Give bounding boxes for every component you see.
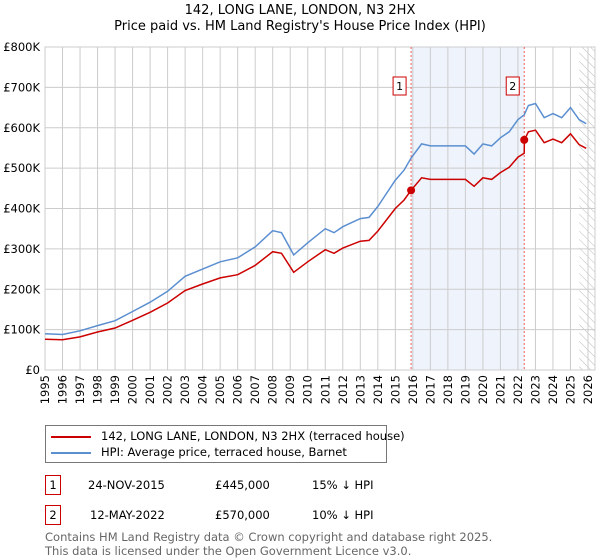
x-tick-label: 2025 [563,375,577,404]
x-tick-label: 2002 [161,375,175,404]
y-tick-label: £200K [3,282,40,296]
legend-label-hpi: HPI: Average price, terraced house, Barn… [101,445,347,459]
legend-swatch-hpi [51,452,91,454]
x-tick-label: 2004 [196,375,210,404]
x-tick-label: 2007 [248,375,262,404]
y-tick-label: £800K [3,40,40,54]
x-tick-label: 1998 [91,375,105,404]
x-tick-label: 2009 [283,375,297,404]
x-tick-label: 2015 [388,375,402,404]
transaction-marker: 2 [45,505,61,525]
x-tick-label: 2014 [371,375,385,404]
transaction-hpi-diff: 15% ↓ HPI [312,478,374,492]
transaction-hpi-diff: 10% ↓ HPI [312,508,374,522]
x-tick-label: 2012 [336,375,350,404]
x-tick-label: 2020 [476,375,490,404]
x-tick-label: 2001 [143,375,157,404]
y-tick-label: £500K [3,161,40,175]
plot-frame [44,46,596,371]
subtitle-line: Price paid vs. HM Land Registry's House … [114,19,486,34]
sale-marker-box [392,76,407,96]
x-tick-label: 2005 [213,375,227,404]
x-tick-label: 2026 [581,375,595,404]
x-tick-label: 2022 [511,375,525,404]
x-tick-label: 2024 [546,375,560,404]
x-tick-label: 1997 [73,375,87,404]
x-tick-label: 2003 [178,375,192,404]
x-tick-label: 2016 [406,375,420,404]
sale-marker-label: 1 [396,80,403,93]
x-tick-label: 2013 [353,375,367,404]
sale-point [520,135,529,144]
legend-swatch-property [51,436,91,438]
x-tick-label: 2000 [126,375,140,404]
transaction-price: £570,000 [215,508,270,522]
title-line: 142, LONG LANE, LONDON, N3 2HX [184,3,416,18]
footer-licence: This data is licensed under the Open Gov… [45,544,412,558]
legend-label-property: 142, LONG LANE, LONDON, N3 2HX (terraced… [101,429,405,443]
x-tick-label: 2019 [458,375,472,404]
x-tick-label: 2011 [318,375,332,404]
x-tick-label: 2010 [301,375,315,404]
x-tick-label: 2017 [423,375,437,404]
sale-marker-box [505,76,520,96]
legend: 142, LONG LANE, LONDON, N3 2HX (terraced… [45,425,405,463]
sale-marker-label: 2 [509,80,516,93]
y-tick-label: £700K [3,80,40,94]
x-tick-label: 2021 [493,375,507,404]
transaction-date: 12-MAY-2022 [90,508,165,522]
sale-point [407,186,416,195]
x-tick-label: 2006 [231,375,245,404]
y-tick-label: £600K [3,121,40,135]
x-tick-label: 2023 [528,375,542,404]
transaction-marker: 1 [45,475,61,495]
y-tick-label: £300K [3,242,40,256]
x-tick-label: 1999 [108,375,122,404]
transaction-price: £445,000 [215,478,270,492]
transaction-date: 24-NOV-2015 [88,478,165,492]
chart-title: 142, LONG LANE, LONDON, N3 2HX Price paid… [0,3,600,35]
x-tick-label: 1996 [56,375,70,404]
y-tick-label: £100K [3,323,40,337]
x-tick-label: 2018 [441,375,455,404]
x-tick-label: 2008 [266,375,280,404]
y-tick-label: £0 [25,363,40,377]
footer-copyright: Contains HM Land Registry data © Crown c… [45,530,493,544]
hpi-line [44,102,587,336]
y-tick-label: £400K [3,202,40,216]
x-tick-label: 1995 [38,375,52,404]
chart: 1995 1996 1997 1998 1999 2000 2001 2002 2003 2004… [3,40,596,404]
property-price-line [44,129,587,341]
